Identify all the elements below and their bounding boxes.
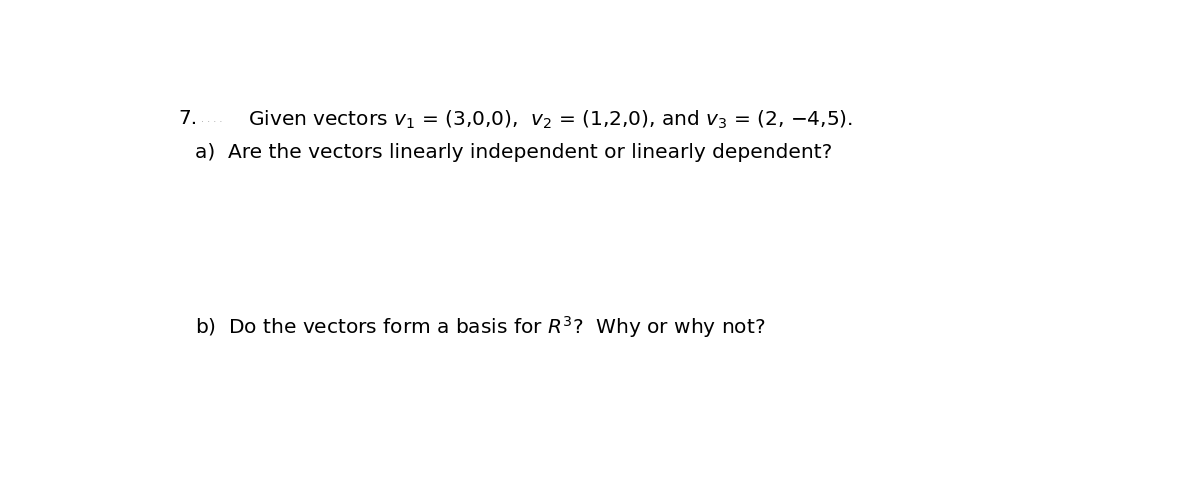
Text: b)  Do the vectors form a basis for $R^3$?  Why or why not?: b) Do the vectors form a basis for $R^3$…	[194, 314, 764, 340]
Text: . . . .: . . . .	[202, 115, 222, 124]
Text: 7.: 7.	[178, 109, 197, 128]
Text: a)  Are the vectors linearly independent or linearly dependent?: a) Are the vectors linearly independent …	[194, 143, 832, 162]
Text: Given vectors $v_1$ = (3,0,0),  $v_2$ = (1,2,0), and $v_3$ = (2, $-$4,5).: Given vectors $v_1$ = (3,0,0), $v_2$ = (…	[247, 109, 853, 131]
